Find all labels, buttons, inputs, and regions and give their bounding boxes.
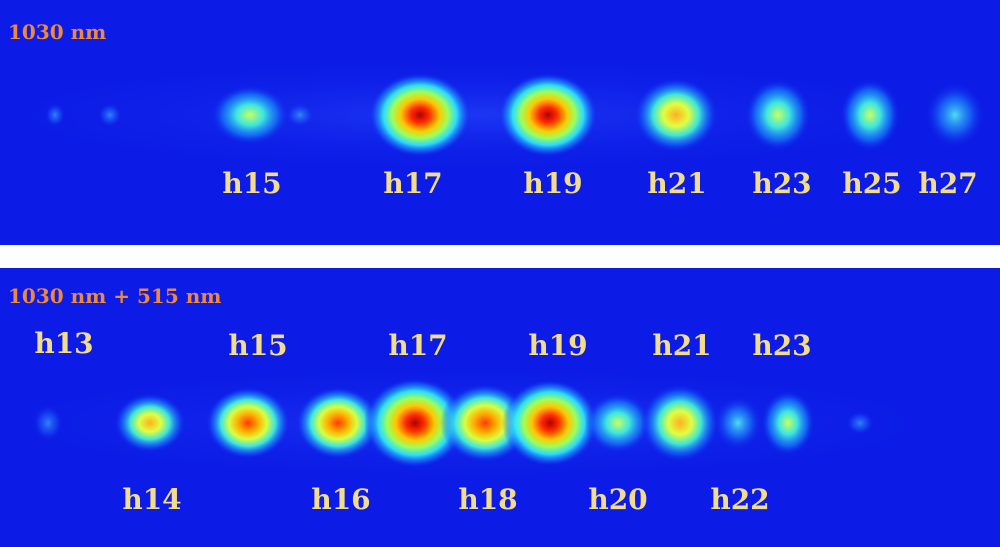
harmonic-spot-h14 [114, 393, 186, 453]
harmonic-spot-h17 [369, 73, 471, 157]
harmonic-spot-h17 [364, 378, 466, 468]
harmonic-label-h18: h18 [458, 483, 518, 516]
harmonic-label-h23: h23 [752, 329, 812, 362]
harmonic-label-h15: h15 [228, 329, 288, 362]
harmonic-spot-h13 [33, 405, 63, 441]
harmonic-spot-h15 [206, 387, 290, 459]
harmonic-label-h13: h13 [34, 327, 94, 360]
spectrum-panel-1030nm-515nm: 1030 nm + 515 nm h13 h14 h15 h16 h17 h18 h19 h2… [0, 268, 1000, 547]
harmonic-label-h21: h21 [652, 329, 712, 362]
harmonic-spot-h19 [498, 73, 598, 157]
harmonic-label-h25: h25 [842, 167, 902, 200]
harmonic-label-h14: h14 [122, 483, 182, 516]
harmonic-spot-h23 [761, 390, 815, 456]
glow-band [0, 55, 990, 175]
harmonic-label-h17: h17 [383, 167, 443, 200]
faint-spot [98, 103, 122, 127]
faint-spot [45, 103, 65, 127]
harmonic-spot-h20 [585, 393, 651, 453]
harmonic-spot-h15 [211, 85, 289, 145]
harmonic-spot-h23 [745, 79, 811, 151]
harmonic-label-h23: h23 [752, 167, 812, 200]
harmonic-spot-h27 [925, 82, 985, 148]
harmonic-label-h27: h27 [918, 167, 978, 200]
harmonic-spot-h21 [641, 384, 719, 462]
faint-spot [846, 411, 874, 435]
harmonic-label-h19: h19 [528, 329, 588, 362]
spectrum-panel-1030nm: 1030 nm h15 h17 h19 h21 h23 h25 h27 [0, 0, 1000, 245]
harmonic-label-h17: h17 [388, 329, 448, 362]
harmonic-label-h15: h15 [222, 167, 282, 200]
harmonic-label-h20: h20 [588, 483, 648, 516]
harmonic-spot-h16 [296, 387, 380, 459]
harmonic-spot-h19 [502, 379, 598, 467]
harmonic-label-h22: h22 [710, 483, 770, 516]
spectrum-image-top [0, 0, 1000, 245]
harmonic-spot-h21 [634, 77, 718, 153]
panel-title-bottom: 1030 nm + 515 nm [8, 284, 222, 308]
harmonic-label-h19: h19 [523, 167, 583, 200]
harmonic-label-h21: h21 [647, 167, 707, 200]
faint-spot [286, 103, 314, 127]
spectrum-image-bottom [0, 268, 1000, 547]
harmonic-label-h16: h16 [311, 483, 371, 516]
panel-title-top: 1030 nm [8, 20, 107, 44]
harmonic-spot-h22 [714, 396, 762, 450]
harmonic-spot-h25 [840, 79, 900, 151]
